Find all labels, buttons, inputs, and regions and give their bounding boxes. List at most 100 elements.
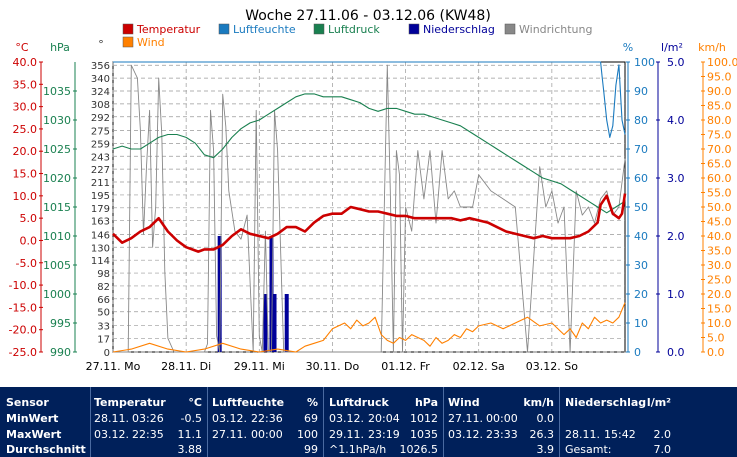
temp-tick-label: 25.0	[13, 123, 38, 136]
wind-min-date: 27.11.	[448, 412, 483, 425]
rain-bar	[263, 294, 268, 352]
legend-swatch	[504, 23, 516, 35]
rain-bar	[269, 236, 274, 352]
wind-tick-label: 80.0	[707, 114, 732, 127]
press-unit: hPa	[414, 396, 438, 409]
press-max-date: 29.11.	[329, 428, 364, 441]
legend-label: Luftdruck	[328, 23, 380, 36]
temp-tick-label: 5.0	[20, 212, 38, 225]
grid-lines	[112, 62, 625, 353]
series-luftdruck	[112, 93, 626, 214]
dir-tick-label: 163	[91, 217, 110, 228]
temp-min-date: 28.11.	[94, 412, 129, 425]
rain-bar	[284, 294, 289, 352]
rain-tick-label: 2.0	[667, 230, 685, 243]
press-min-date: 03.12.	[329, 412, 364, 425]
press-tick-label: 1010	[43, 230, 71, 243]
dir-tick-label: 146	[91, 230, 110, 241]
dir-tick-label: 82	[97, 282, 110, 293]
dir-tick-label: 17	[97, 334, 110, 345]
temp-max-date: 03.12.	[94, 428, 129, 441]
wind-unit-label: km/h	[698, 41, 726, 54]
press-min-time: 20:04	[368, 412, 400, 425]
temp-tick-label: -25.0	[9, 346, 37, 359]
x-axis-labels: 27.11. Mo 28.11. Di 29.11. Mi 30.11. Do 01.1…	[86, 360, 579, 373]
press-tick-label: 1035	[43, 85, 71, 98]
wind-max-date: 03.12.	[448, 428, 483, 441]
temp-tick-label: 20.0	[13, 145, 38, 158]
legend-swatch	[122, 36, 134, 48]
legend-swatch	[218, 23, 230, 35]
dir-tick-label: 50	[97, 308, 110, 319]
rain-unit: l/m²	[646, 396, 671, 409]
temp-tick-label: 35.0	[13, 78, 38, 91]
rain-tick-label: 1.0	[667, 288, 685, 301]
legend-label: Wind	[137, 36, 165, 49]
wind-min-time: 00:00	[486, 412, 518, 425]
rain-unit-label: l/m²	[661, 41, 683, 54]
wind-tick-label: 60.0	[707, 172, 732, 185]
press-tick-label: 1025	[43, 143, 71, 156]
wind-tick-label: 15.0	[707, 303, 732, 316]
temp-tick-label: 30.0	[13, 101, 38, 114]
rain-total-value: 7.0	[653, 443, 672, 456]
hum-min-date: 03.12.	[212, 412, 247, 425]
temp-header: Temperatur	[94, 396, 166, 409]
wind-tick-label: 50.0	[707, 201, 732, 214]
rain-tick-label: 0.0	[667, 346, 685, 359]
hum-max-value: 100	[297, 428, 318, 441]
rain-tick-label: 4.0	[667, 114, 685, 127]
temp-avg-value: 3.88	[177, 443, 203, 456]
rain-max-date: 28.11.	[565, 428, 600, 441]
dir-tick-label: 33	[97, 321, 110, 332]
legend-label: Windrichtung	[519, 23, 592, 36]
wind-tick-label: 70.0	[707, 143, 732, 156]
legend-swatch	[313, 23, 325, 35]
wind-tick-label: 40.0	[707, 230, 732, 243]
temp-max-time: 22:35	[132, 428, 164, 441]
temp-tick-label: -5.0	[16, 257, 37, 270]
x-label: 28.11. Di	[161, 360, 211, 373]
dir-tick-label: 275	[91, 126, 110, 137]
hum-min-time: 22:36	[251, 412, 283, 425]
press-tick-label: 1015	[43, 201, 71, 214]
press-tick-label: 1000	[43, 288, 71, 301]
dir-tick-label: 340	[91, 74, 110, 85]
rain-max-value: 2.0	[653, 428, 672, 441]
wind-max-value: 26.3	[529, 428, 555, 441]
hum-tick-label: 20	[634, 288, 648, 301]
wind-tick-label: 30.0	[707, 259, 732, 272]
temp-min-time: 03:26	[132, 412, 164, 425]
temp-tick-label: -10.0	[9, 279, 37, 292]
dir-tick-label: 356	[91, 61, 110, 72]
rain-bar	[272, 294, 277, 352]
hum-max-time: 00:00	[251, 428, 283, 441]
wind-tick-label: 20.0	[707, 288, 732, 301]
dir-tick-label: 211	[91, 178, 110, 189]
axes: 40.035.030.025.020.015.010.05.00.0-5.0-1…	[9, 56, 737, 359]
dir-tick-label: 0	[104, 348, 110, 359]
chart-legend: Temperatur Luftfeuchte Luftdruck Niederschl…	[122, 23, 592, 49]
x-label: 27.11. Mo	[86, 360, 141, 373]
x-label: 29.11. Mi	[234, 360, 285, 373]
wind-tick-label: 25.0	[707, 274, 732, 287]
press-tick-label: 995	[50, 317, 71, 330]
hum-unit-label: %	[623, 41, 633, 54]
dir-tick-label: 227	[91, 165, 110, 176]
series-luftfeuchte	[113, 61, 626, 138]
hum-unit: %	[306, 396, 318, 409]
hum-tick-label: 40	[634, 230, 648, 243]
rain-tick-label: 5.0	[667, 56, 685, 69]
wind-tick-label: 55.0	[707, 187, 732, 200]
legend-label: Niederschlag	[423, 23, 495, 36]
temp-max-value: 11.1	[177, 428, 203, 441]
x-label: 03.12. So	[526, 360, 578, 373]
hum-tick-label: 30	[634, 259, 648, 272]
rain-total-label: Gesamt:	[565, 443, 612, 456]
temp-tick-label: 10.0	[13, 190, 38, 203]
legend-label: Luftfeuchte	[233, 23, 296, 36]
series-layer	[112, 61, 627, 353]
temp-tick-label: 15.0	[13, 168, 38, 181]
wind-avg-value: 3.9	[536, 443, 555, 456]
hum-tick-label: 100	[634, 56, 655, 69]
